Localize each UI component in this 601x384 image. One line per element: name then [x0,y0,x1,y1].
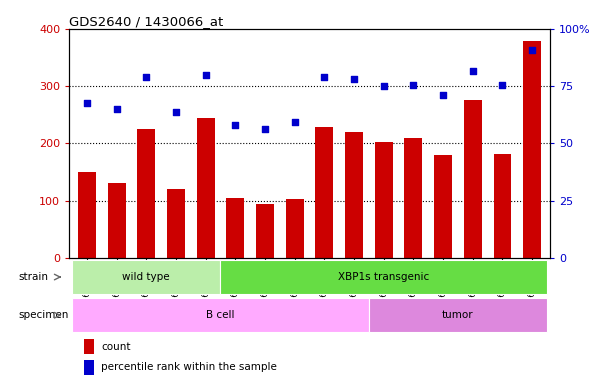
Point [320,74,329,81]
Point [201,71,210,78]
Text: specimen: specimen [19,310,69,320]
Text: XBP1s transgenic: XBP1s transgenic [338,272,429,282]
Point [260,126,270,132]
Point [468,68,478,74]
Point [349,76,359,82]
Text: strain: strain [19,272,49,282]
Bar [227,198,244,258]
Point [438,92,448,98]
Bar [108,184,126,258]
Bar [84,360,94,375]
Bar [197,118,215,258]
Bar [369,298,547,333]
Point [112,106,121,112]
Text: percentile rank within the sample: percentile rank within the sample [102,362,277,372]
Bar [285,199,304,258]
Bar [434,155,452,258]
Bar [72,298,369,333]
Text: wild type: wild type [123,272,170,282]
Point [290,119,299,125]
Text: B cell: B cell [206,310,235,320]
Bar [256,204,274,258]
Bar [72,260,221,294]
Text: count: count [102,342,131,352]
Bar [167,189,185,258]
Bar [221,260,547,294]
Point [527,47,537,53]
Text: tumor: tumor [442,310,474,320]
Bar [464,100,481,258]
Point [379,83,388,89]
Bar [138,129,155,258]
Point [498,82,507,88]
Bar [345,132,363,258]
Bar [523,41,541,258]
Bar [78,172,96,258]
Bar [316,127,334,258]
Point [141,74,151,81]
Point [231,122,240,128]
Point [82,100,92,106]
Bar [375,142,392,258]
Point [409,82,418,88]
Point [171,109,181,115]
Text: GDS2640 / 1430066_at: GDS2640 / 1430066_at [69,15,224,28]
Bar [84,339,94,354]
Bar [493,154,511,258]
Bar [404,137,423,258]
